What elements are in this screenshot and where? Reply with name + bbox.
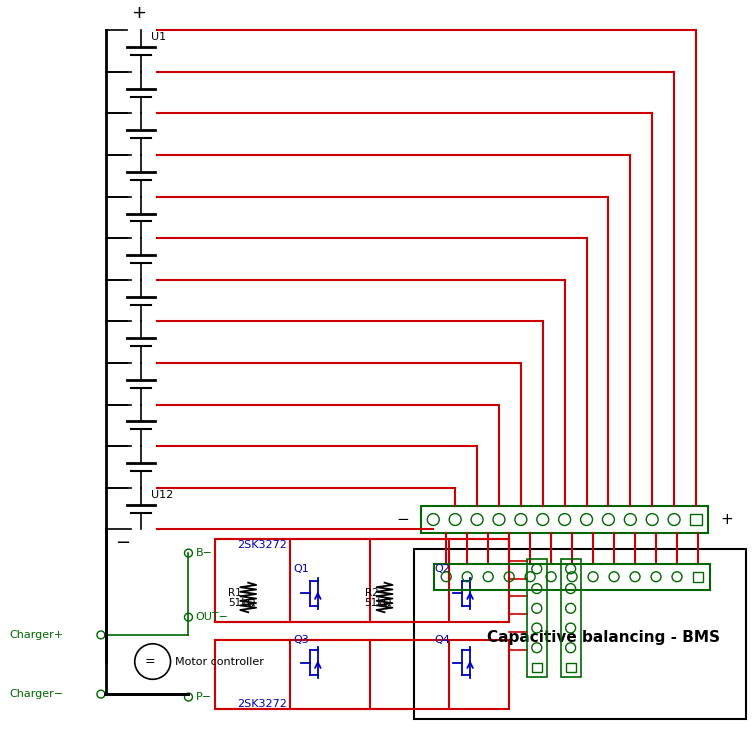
- Text: Charger−: Charger−: [9, 689, 63, 699]
- Bar: [216, 539, 509, 622]
- Text: R2: R2: [365, 588, 379, 597]
- Text: U1: U1: [151, 32, 166, 42]
- Text: −: −: [115, 534, 130, 553]
- Bar: [434, 564, 710, 590]
- Text: 2SK3272: 2SK3272: [238, 540, 287, 550]
- Text: Capacitive balancing - BMS: Capacitive balancing - BMS: [487, 630, 720, 645]
- Bar: [415, 549, 746, 719]
- Text: Motor controller: Motor controller: [174, 656, 263, 667]
- Text: 51kΩ: 51kΩ: [228, 599, 256, 608]
- Text: 2SK3272: 2SK3272: [238, 699, 287, 709]
- Bar: [527, 559, 547, 678]
- Bar: [532, 662, 542, 673]
- Bar: [690, 514, 702, 526]
- Text: OUT−: OUT−: [195, 612, 228, 622]
- Text: Q2: Q2: [434, 564, 450, 574]
- Bar: [216, 640, 509, 709]
- Bar: [421, 506, 708, 534]
- Text: 51kΩ: 51kΩ: [365, 599, 392, 608]
- Bar: [561, 559, 581, 678]
- Text: U12: U12: [151, 490, 173, 500]
- Text: Q3: Q3: [293, 635, 308, 645]
- Text: −: −: [397, 512, 409, 527]
- Text: Q4: Q4: [434, 635, 450, 645]
- Text: =: =: [144, 655, 155, 668]
- Text: Charger+: Charger+: [9, 630, 63, 640]
- Circle shape: [135, 644, 170, 679]
- Text: B−: B−: [195, 548, 213, 558]
- Text: Q1: Q1: [293, 564, 308, 574]
- Bar: [566, 662, 575, 673]
- Text: P−: P−: [195, 692, 212, 702]
- Text: R1: R1: [228, 588, 242, 597]
- Text: +: +: [720, 512, 733, 527]
- Text: +: +: [131, 4, 146, 23]
- Bar: [693, 572, 703, 582]
